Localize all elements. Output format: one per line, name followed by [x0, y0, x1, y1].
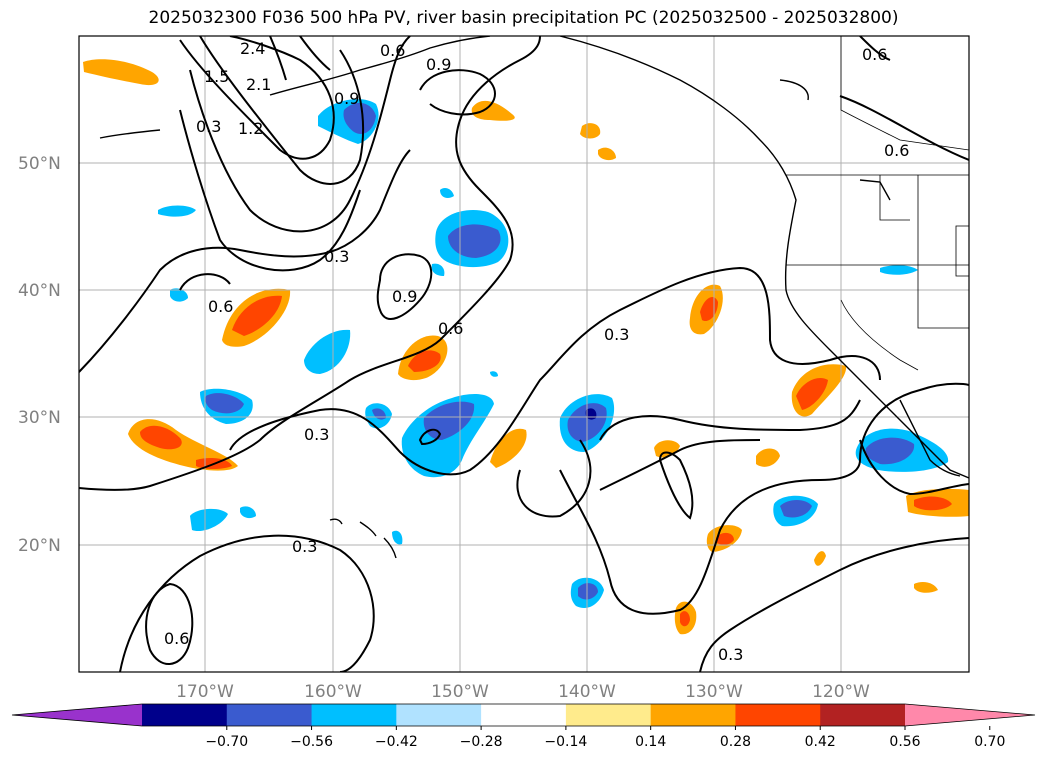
- lat-label-40n: 40°N: [18, 281, 61, 301]
- colorbar-segment: [735, 704, 821, 726]
- positive-anomaly-blob: [408, 350, 441, 372]
- negative-anomaly-blob: [431, 263, 445, 276]
- negative-anomaly-blob: [448, 224, 501, 258]
- contour-label-group: 2.4 2.1 1.5 1.2 0.9 0.6 0.3 0.3 0.3 0.3 …: [164, 39, 909, 664]
- contour-label: 0.3: [324, 247, 349, 266]
- lat-label-50n: 50°N: [18, 154, 61, 174]
- colorbar-segment: [142, 704, 228, 726]
- contour-label: 1.2: [238, 119, 263, 138]
- contour-label: 0.6: [438, 319, 463, 338]
- positive-anomaly-blob: [716, 532, 734, 545]
- contour-label: 0.3: [292, 537, 317, 556]
- colorbar-extend-min: [12, 704, 142, 726]
- colorbar-tick-label: −0.70: [205, 734, 248, 750]
- page-title: 2025032300 F036 500 hPa PV, river basin …: [148, 8, 899, 28]
- contour-label: 0.6: [380, 41, 405, 60]
- negative-anomaly-blob: [865, 437, 915, 465]
- political-borders: [786, 36, 969, 371]
- contour-label: 1.5: [204, 67, 229, 86]
- contour-label: 0.9: [426, 55, 451, 74]
- lat-label-20n: 20°N: [18, 536, 61, 556]
- negative-anomaly-blob: [240, 506, 256, 519]
- colorbar-extend-max: [905, 704, 1035, 726]
- contour-label: 0.9: [334, 89, 359, 108]
- positive-anomaly-blob: [490, 428, 527, 468]
- colorbar-segment: [226, 704, 313, 726]
- colorbar-tick-label: 0.42: [805, 734, 836, 750]
- lon-label-160w: 160°W: [304, 682, 362, 702]
- contour-label: 0.9: [392, 287, 417, 306]
- coastlines: [99, 36, 969, 559]
- pv-contours: [79, 36, 969, 672]
- lon-label-170w: 170°W: [176, 682, 234, 702]
- colorbar-segment: [311, 704, 397, 726]
- positive-anomaly-blob: [680, 611, 690, 627]
- positive-anomaly-blob: [914, 582, 938, 593]
- contour-label: 0.3: [718, 645, 743, 664]
- contour-label: 0.3: [304, 425, 329, 444]
- positive-anomaly-blob: [914, 496, 952, 511]
- contour-label: 0.3: [604, 325, 629, 344]
- negative-anomaly-blob: [780, 500, 812, 518]
- colorbar-tick-label: −0.56: [290, 734, 333, 750]
- positive-anomaly-blob: [140, 425, 182, 450]
- colorbar-tick-label: 0.70: [974, 734, 1005, 750]
- negative-anomaly-blob: [578, 583, 598, 600]
- colorbar-segment: [650, 704, 736, 726]
- negative-anomaly-blob: [343, 102, 376, 135]
- contour-label: 2.1: [246, 75, 271, 94]
- contour-label: 0.6: [862, 45, 887, 64]
- negative-anomaly-blob: [304, 329, 351, 374]
- lon-label-140w: 140°W: [558, 682, 616, 702]
- negative-anomaly-blob: [440, 188, 454, 198]
- colorbar-segment: [396, 704, 482, 726]
- contour-label: 0.6: [884, 141, 909, 160]
- map-area: [79, 36, 969, 672]
- contour-label: 0.6: [164, 629, 189, 648]
- negative-anomaly-blob: [190, 508, 228, 532]
- lon-label-130w: 130°W: [685, 682, 743, 702]
- gridlines: [79, 36, 969, 672]
- negative-anomaly-blob: [490, 371, 498, 377]
- positive-anomaly-blob: [796, 377, 828, 410]
- colorbar-segment: [565, 704, 652, 726]
- lon-label-120w: 120°W: [812, 682, 870, 702]
- negative-anomaly-blob: [392, 530, 403, 545]
- lon-label-150w: 150°W: [431, 682, 489, 702]
- negative-anomaly-blob: [880, 265, 918, 275]
- contour-label: 0.3: [196, 117, 221, 136]
- positive-anomaly-blob: [598, 147, 616, 161]
- colorbar-tick-label: −0.14: [544, 734, 587, 750]
- map-frame: [78, 35, 970, 673]
- contour-label: 2.4: [240, 39, 265, 58]
- contour-label: 0.6: [208, 297, 233, 316]
- colorbar-tick-label: −0.42: [375, 734, 418, 750]
- negative-anomaly-blob: [170, 288, 188, 302]
- negative-anomaly-blob: [158, 205, 196, 217]
- positive-anomaly-blob: [232, 295, 282, 336]
- lat-label-30n: 30°N: [18, 408, 61, 428]
- colorbar-outline: [11, 703, 1036, 727]
- positive-anomaly-blob: [756, 448, 780, 467]
- colorbar: −0.70 −0.56 −0.42 −0.28 −0.14 0.14 0.28 0.42 0.5…: [11, 703, 1036, 750]
- negative-anomaly-blob: [205, 393, 244, 414]
- positive-anomaly-blob: [83, 59, 159, 86]
- positive-anomaly-blob: [471, 100, 515, 121]
- colorbar-tick-label: 0.28: [720, 734, 751, 750]
- positive-anomaly-blob: [814, 551, 826, 566]
- positive-anomaly-blob: [580, 123, 601, 139]
- colorbar-segment: [481, 704, 567, 726]
- colorbar-tick-label: 0.56: [889, 734, 920, 750]
- colorbar-tick-label: 0.14: [635, 734, 666, 750]
- colorbar-segment: [820, 704, 906, 726]
- colorbar-tick-label: −0.28: [460, 734, 503, 750]
